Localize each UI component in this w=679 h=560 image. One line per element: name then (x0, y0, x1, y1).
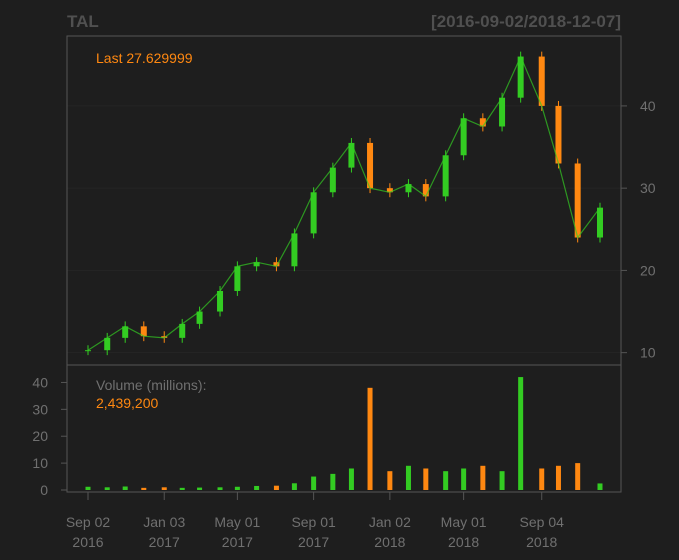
volume-bar (348, 468, 354, 490)
price-candle (574, 163, 581, 238)
volume-bar (161, 487, 167, 490)
price-close-line (87, 55, 601, 351)
x-tick-label-year: 2018 (448, 534, 479, 550)
volume-bar (273, 485, 279, 490)
price-candle (597, 207, 603, 238)
volume-bar (311, 476, 317, 490)
price-tick-label: 20 (640, 262, 656, 278)
price-candle (555, 105, 562, 164)
volume-bar (575, 463, 581, 490)
last-price-label: Last 27.629999 (96, 50, 193, 66)
volume-bars (85, 377, 603, 490)
price-candle (291, 233, 298, 267)
volume-bar (367, 387, 373, 490)
volume-y-axis: 0 10 20 30 40 (32, 374, 67, 498)
volume-bar (122, 486, 128, 490)
price-candle (161, 336, 168, 338)
price-candle (460, 118, 467, 156)
volume-bar (197, 487, 203, 490)
volume-tick-label: 0 (40, 482, 48, 498)
price-candle (367, 142, 374, 189)
volume-bar (499, 471, 505, 490)
volume-tick-label: 30 (32, 401, 48, 417)
price-y-axis: 10 20 30 40 (621, 98, 656, 361)
volume-bar (423, 468, 429, 490)
x-tick-label-month: May 01 (441, 514, 487, 530)
price-candle (234, 266, 241, 291)
volume-label: Volume (millions): (96, 377, 206, 393)
price-candle (386, 188, 393, 193)
price-candle (140, 326, 147, 337)
volume-tick-label: 40 (32, 374, 48, 390)
price-gridlines (67, 105, 621, 354)
volume-bar (141, 487, 147, 490)
chart-symbol-title: TAL (67, 12, 99, 31)
volume-bar (291, 483, 297, 490)
price-candle (517, 56, 524, 98)
volume-bar (480, 465, 486, 490)
x-tick-label-month: Sep 04 (520, 514, 565, 530)
x-tick-label-year: 2018 (526, 534, 557, 550)
price-candles (85, 51, 603, 356)
volume-bar (555, 465, 561, 490)
price-candle (217, 290, 224, 312)
x-tick-label-month: May 01 (214, 514, 260, 530)
price-candle (329, 167, 336, 193)
volume-bar (104, 487, 110, 490)
volume-bar (387, 471, 393, 490)
price-candle (253, 262, 260, 267)
volume-bar (405, 465, 411, 490)
x-tick-label-year: 2017 (298, 534, 329, 550)
chart-date-range: [2016-09-02/2018-12-07] (431, 12, 621, 31)
price-candle (104, 337, 111, 351)
volume-tick-label: 10 (32, 455, 48, 471)
volume-bar (179, 487, 185, 490)
volume-bar (330, 473, 336, 490)
price-candle (122, 326, 129, 338)
x-tick-label-year: 2016 (72, 534, 103, 550)
price-candle (479, 118, 486, 127)
price-tick-label: 10 (640, 345, 656, 361)
volume-bar (443, 471, 449, 490)
volume-bar (597, 483, 603, 490)
price-candle (422, 184, 429, 197)
x-axis: Sep 02 2016 Jan 03 2017 May 01 2017 Sep 01 2017… (66, 491, 600, 550)
price-tick-label: 30 (640, 180, 656, 196)
volume-bar (539, 468, 545, 490)
x-tick-label-month: Jan 02 (369, 514, 411, 530)
price-candle (310, 192, 317, 234)
price-candle (196, 311, 203, 324)
volume-bar (217, 487, 223, 490)
price-candle (538, 56, 545, 106)
price-tick-label: 40 (640, 98, 656, 114)
volume-bar (461, 468, 467, 490)
x-tick-label-month: Sep 01 (291, 514, 336, 530)
price-candle (442, 155, 449, 197)
volume-bar (85, 486, 91, 490)
price-candle (273, 262, 280, 267)
x-tick-label-month: Jan 03 (143, 514, 185, 530)
volume-last-value: 2,439,200 (96, 395, 158, 411)
volume-bar (254, 485, 260, 490)
price-candle (85, 350, 91, 352)
volume-bar (518, 377, 524, 490)
price-candle (499, 97, 506, 127)
price-candle (179, 323, 186, 338)
volume-tick-label: 20 (32, 428, 48, 444)
x-tick-label-month: Sep 02 (66, 514, 111, 530)
x-tick-label-year: 2017 (149, 534, 180, 550)
price-candle (405, 184, 412, 193)
x-tick-label-year: 2017 (222, 534, 253, 550)
x-tick-label-year: 2018 (374, 534, 405, 550)
volume-bar (234, 486, 240, 490)
price-candle (348, 142, 355, 168)
